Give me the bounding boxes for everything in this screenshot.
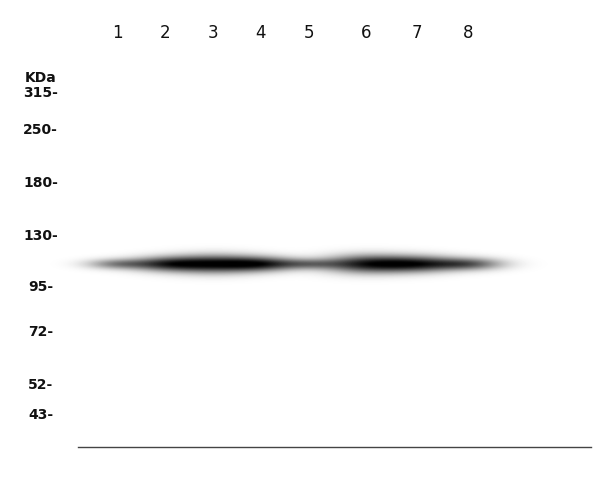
Text: 43-: 43- xyxy=(28,408,53,422)
Text: 3: 3 xyxy=(208,25,218,42)
Text: 6: 6 xyxy=(361,25,371,42)
Text: 130-: 130- xyxy=(23,229,58,243)
Text: 8: 8 xyxy=(463,25,473,42)
Text: 1: 1 xyxy=(112,25,122,42)
Text: 72-: 72- xyxy=(28,325,53,339)
Text: 4: 4 xyxy=(256,25,266,42)
Text: 52-: 52- xyxy=(28,377,53,392)
Text: 7: 7 xyxy=(412,25,422,42)
Text: 5: 5 xyxy=(304,25,314,42)
Text: 95-: 95- xyxy=(28,280,53,294)
Text: 315-: 315- xyxy=(23,86,58,99)
Text: 180-: 180- xyxy=(23,176,58,190)
Text: KDa: KDa xyxy=(25,71,56,85)
Text: 250-: 250- xyxy=(23,123,58,137)
Text: 2: 2 xyxy=(160,25,170,42)
